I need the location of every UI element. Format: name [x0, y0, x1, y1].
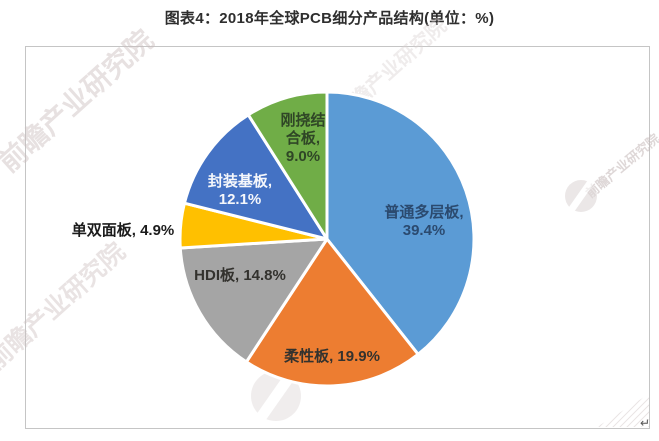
- pie-slice-封装基板: [182, 113, 329, 241]
- pie-slice-刚挠结合板: [246, 90, 329, 241]
- return-mark: ↵: [640, 416, 651, 430]
- chart-title: 图表4：2018年全球PCB细分产品结构(单位：%): [164, 10, 495, 27]
- pie-slice-柔性板: [244, 237, 420, 388]
- pie-slice-HDI板: [178, 237, 329, 364]
- pie-slice-普通多层板: [325, 90, 476, 356]
